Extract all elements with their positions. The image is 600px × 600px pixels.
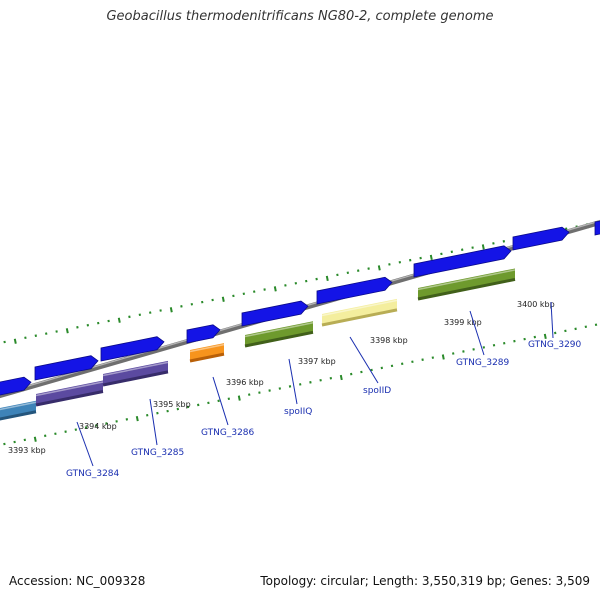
- major-tick: [377, 265, 381, 271]
- gene-bar-highlight: [35, 381, 104, 397]
- major-tick: [221, 296, 225, 302]
- outer-tick-track: [3, 221, 599, 344]
- gene-bar: [103, 360, 168, 385]
- inner-tick-track: [3, 323, 598, 446]
- gene-bar-highlight: [189, 343, 225, 353]
- major-tick: [135, 416, 139, 422]
- cds-arrow: [512, 226, 570, 251]
- gene-bar: [0, 400, 36, 419]
- tick-label-group: 3393 kbp 3394 kbp 3395 kbp 3396 kbp 3397 kbp…: [8, 300, 555, 455]
- gene-bar: [418, 268, 515, 299]
- major-tick: [543, 333, 547, 340]
- gene-bar-shadow: [35, 390, 104, 407]
- major-tick: [339, 374, 343, 381]
- gene-bar-shadow: [189, 352, 225, 363]
- cds-arrow: [34, 355, 99, 381]
- gene-bar: [190, 343, 224, 361]
- gene-label-group: GTNG_3284 GTNG_3285 GTNG_3286 spoIIQ spoIID G…: [66, 301, 582, 479]
- gene-label: GTNG_3290: [528, 340, 582, 350]
- tick-label: 3400 kbp: [517, 300, 555, 309]
- tick-label: 3397 kbp: [298, 357, 336, 366]
- major-tick: [273, 286, 277, 292]
- gene-bar: [36, 380, 103, 405]
- gene-bar-shadow: [244, 330, 314, 348]
- gene-bar-shadow: [417, 277, 516, 301]
- gene-bar-shadow: [0, 410, 37, 421]
- gene-bar-shadow: [102, 370, 169, 387]
- cds-arrow: [186, 324, 221, 344]
- accession-text: Accession: NC_009328: [9, 574, 146, 588]
- major-tick: [429, 254, 433, 261]
- cds-arrow: [100, 336, 165, 362]
- tick-label: 3395 kbp: [153, 400, 191, 409]
- gene-label: GTNG_3285: [131, 448, 184, 458]
- gene-label: GTNG_3289: [456, 358, 510, 368]
- tick-label: 3393 kbp: [8, 446, 46, 455]
- gene-bar-highlight: [0, 401, 37, 411]
- gene-leader-line: [76, 421, 94, 467]
- tick-label: 3394 kbp: [79, 422, 117, 431]
- gene-bar: [322, 298, 397, 325]
- gene-bar-shadow: [321, 308, 398, 327]
- gene-bar-highlight: [102, 361, 169, 377]
- gene-bar: [245, 321, 313, 346]
- gene-label: spoIID: [363, 386, 391, 396]
- gene-leader-line: [288, 358, 298, 405]
- cds-arrow: [241, 300, 309, 327]
- gene-label: GTNG_3284: [66, 469, 120, 479]
- gene-leader-line: [469, 310, 485, 356]
- cds-arrow: [594, 220, 600, 236]
- gene-leader-line: [550, 301, 554, 339]
- gene-bar-highlight: [321, 299, 398, 317]
- gene-bar-highlight: [244, 322, 314, 338]
- gene-label: spoIIQ: [284, 407, 312, 417]
- genome-summary-text: Topology: circular; Length: 3,550,319 bp…: [260, 574, 590, 588]
- major-tick: [325, 275, 329, 281]
- major-tick: [481, 244, 485, 250]
- major-tick: [237, 395, 241, 401]
- major-tick: [169, 307, 173, 313]
- major-tick: [117, 317, 121, 323]
- major-tick: [65, 328, 69, 334]
- cds-arrow: [0, 376, 32, 396]
- major-tick: [441, 354, 445, 360]
- map-title: Geobacillus thermodenitrificans NG80-2, …: [106, 9, 494, 24]
- major-tick: [33, 436, 37, 442]
- tick-label: 3399 kbp: [444, 318, 482, 327]
- gene-leader-line: [349, 336, 379, 384]
- tick-label: 3398 kbp: [370, 336, 408, 345]
- cds-arrow: [316, 276, 393, 305]
- tick-label: 3396 kbp: [226, 378, 264, 387]
- gene-label: GTNG_3286: [201, 428, 255, 438]
- gene-bar-highlight: [417, 269, 516, 291]
- cds-arrow: [413, 245, 512, 278]
- major-tick: [13, 338, 17, 344]
- gene-leader-line: [149, 398, 158, 446]
- feature-track: [0, 220, 600, 421]
- gene-leader-line: [212, 376, 229, 426]
